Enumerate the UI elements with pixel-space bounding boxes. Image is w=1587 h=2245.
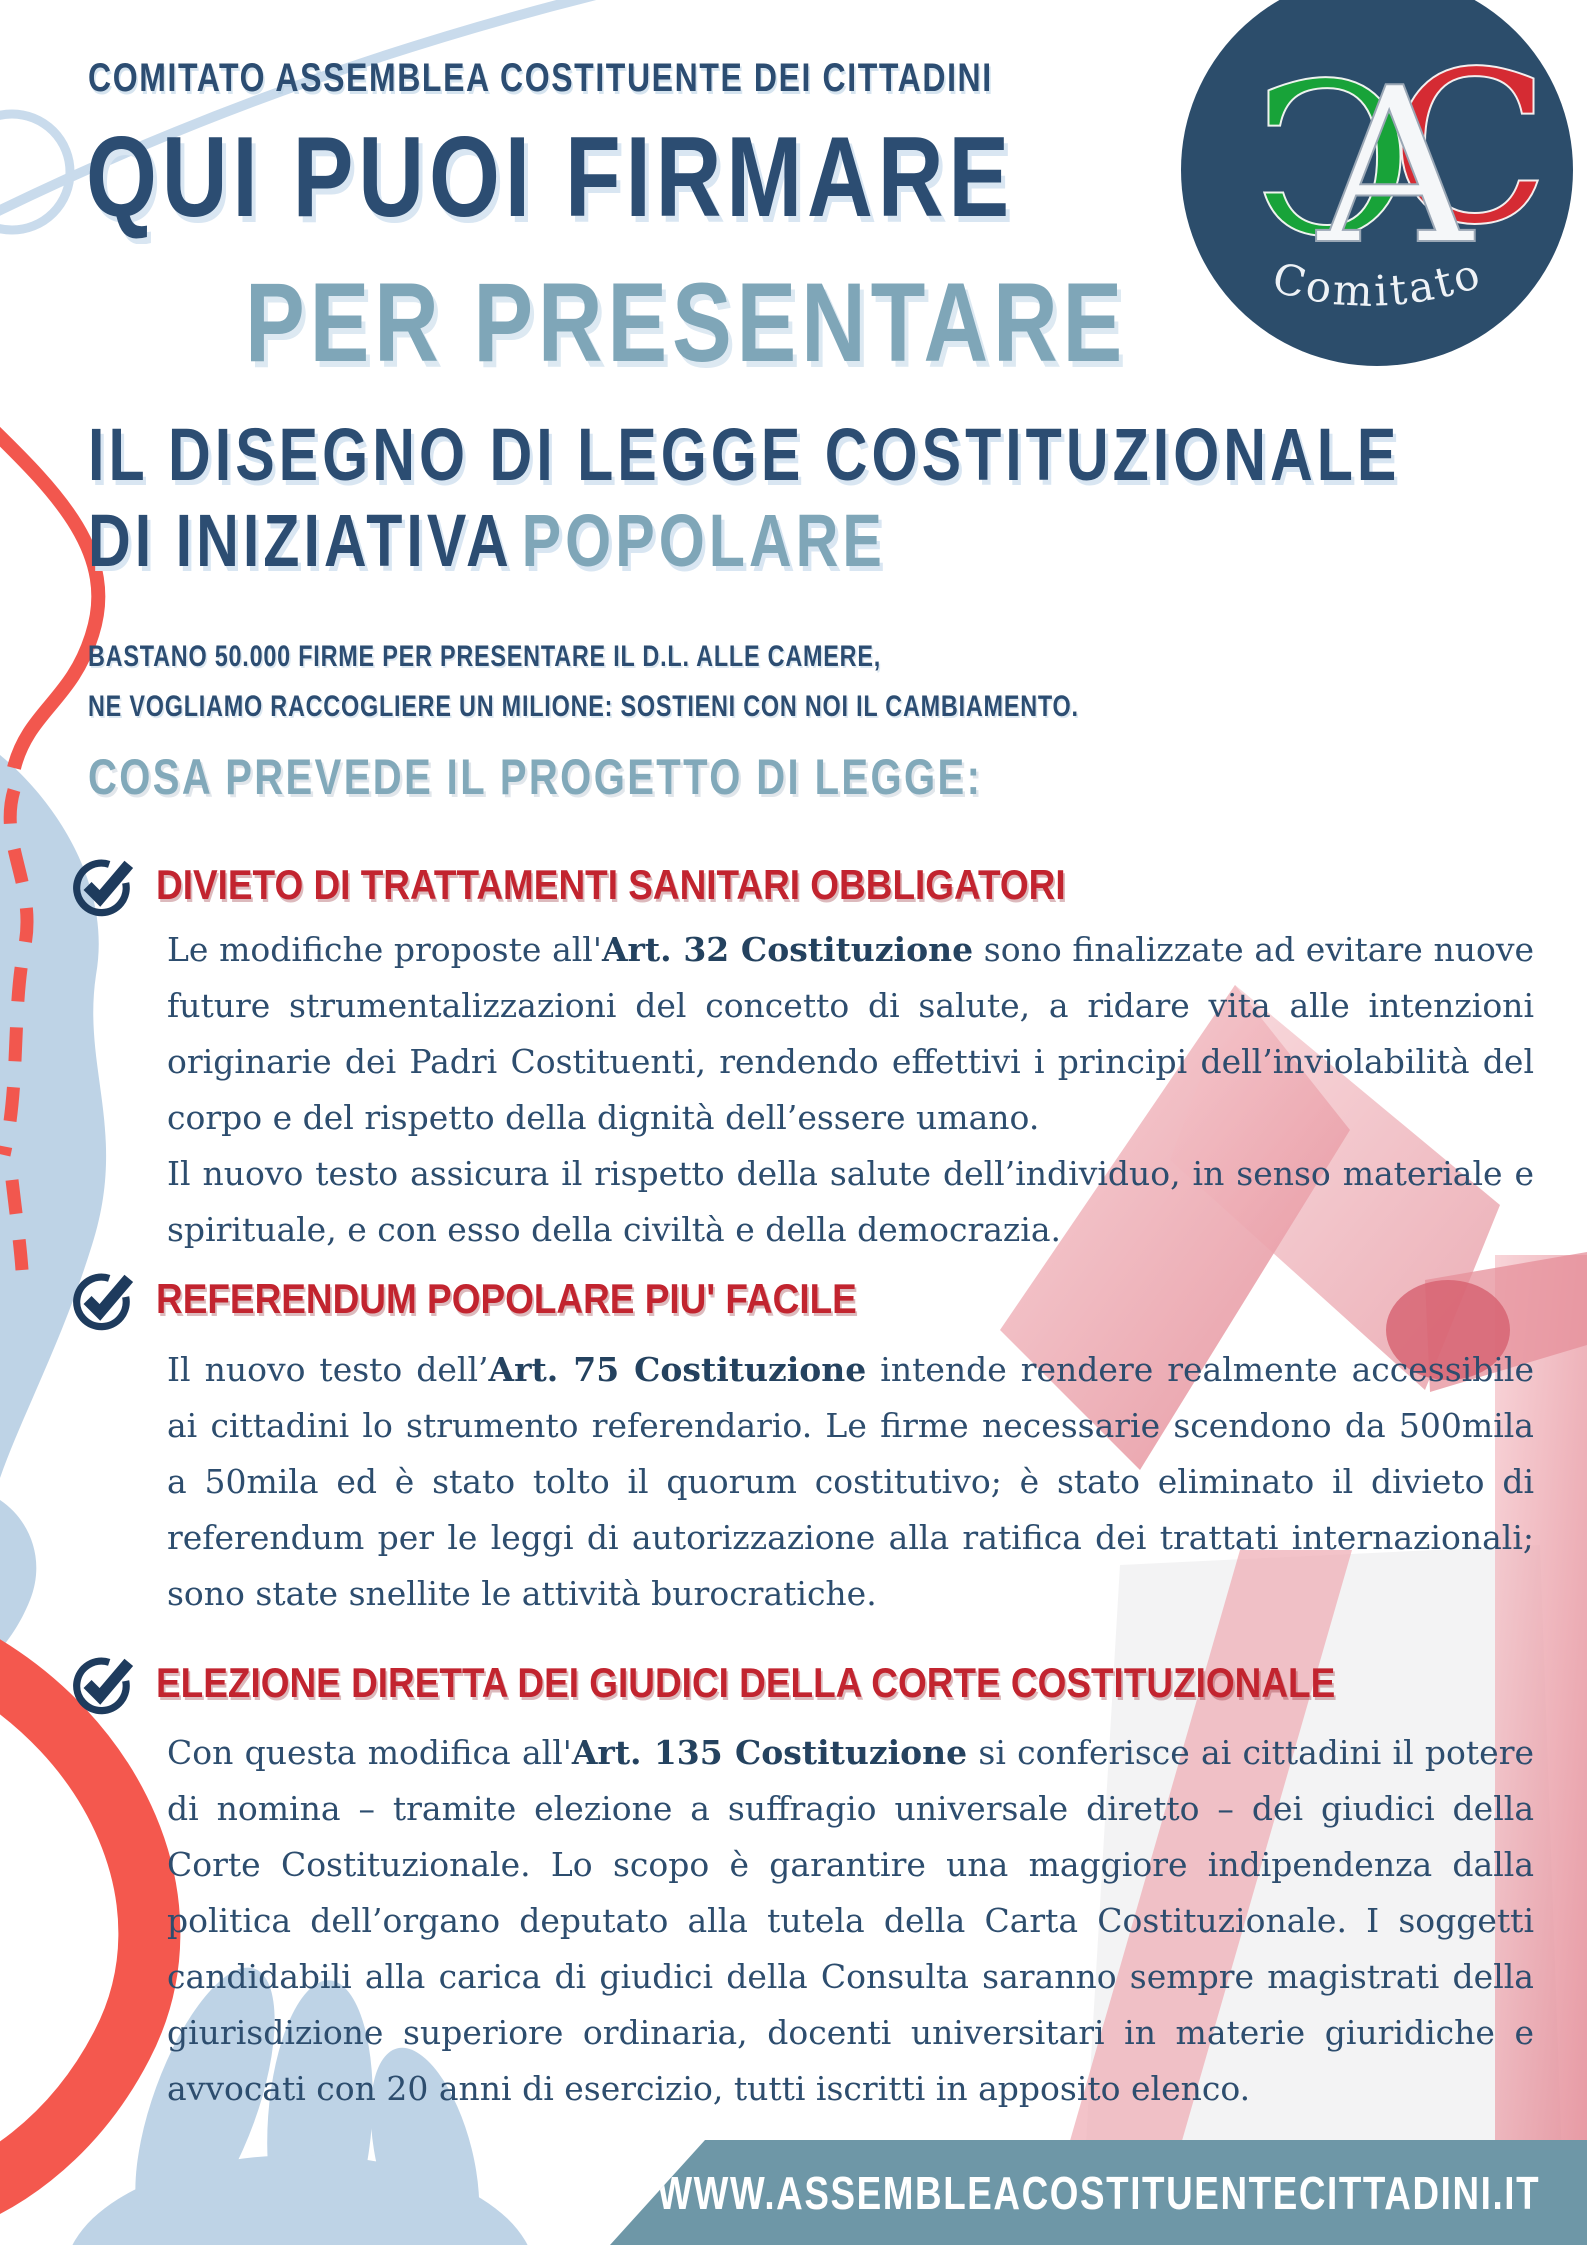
coral-loop-decoration: [0, 1639, 181, 2214]
section-3-heading-row: ELEZIONE DIRETTA DEI GIUDICI DELLA CORTE…: [70, 1650, 1496, 1716]
subtitle-line1: BASTANO 50.000 FIRME PER PRESENTARE IL D…: [88, 640, 882, 673]
main-title-line3: IL DISEGNO DI LEGGE COSTITUZIONALE: [88, 413, 1401, 496]
ribbon-giftbox-decoration: [1000, 985, 1587, 2245]
main-title-line4-light: POPOLARE: [521, 499, 886, 582]
article-reference: Art. 135 Costituzione: [571, 1733, 968, 1772]
check-icon: [73, 1273, 134, 1331]
blue-hand-decoration: [72, 1967, 528, 2245]
section-2-heading-row: REFERENDUM POPOLARE PIU' FACILE: [70, 1266, 952, 1332]
logo-letter-c-red: C: [1390, 26, 1551, 271]
section-1-paragraph-extra: Il nuovo testo assicura il rispetto dell…: [167, 1154, 1534, 1249]
article-reference: Art. 32 Costituzione: [601, 930, 974, 969]
check-icon: [73, 859, 134, 917]
main-title-line4: DI INIZIATIVA POPOLARE: [88, 498, 1085, 583]
logo-circle: [1181, 0, 1573, 366]
main-title-line4-dark: DI INIZIATIVA: [88, 499, 513, 582]
website-url: WWW.ASSEMBLEACOSTITUENTECITTADINI.IT: [657, 2166, 1540, 2219]
article-reference: Art. 75 Costituzione: [488, 1350, 867, 1389]
section-1-heading-row: DIVIETO DI TRATTAMENTI SANITARI OBBLIGAT…: [70, 852, 1190, 918]
subtitle: BASTANO 50.000 FIRME PER PRESENTARE IL D…: [88, 632, 1358, 732]
subtitle-line2: NE VOGLIAMO RACCOGLIERE UN MILIONE: SOST…: [88, 690, 1079, 723]
section-1-title: DIVIETO DI TRATTAMENTI SANITARI OBBLIGAT…: [156, 861, 1066, 908]
logo-letter-c-green: C: [1252, 38, 1413, 283]
comitato-logo: C C A Comitato: [1181, 0, 1573, 366]
logo-letter-a-white: A: [1315, 41, 1475, 292]
section-2-body: Il nuovo testo dell’Art. 75 Costituzione…: [167, 1342, 1534, 1622]
red-route-decoration: [0, 426, 106, 1271]
intro-heading: COSA PREVEDE IL PROGETTO DI LEGGE:: [88, 749, 983, 805]
check-icon: [73, 1657, 134, 1715]
section-3-paragraph: Con questa modifica all'Art. 135 Costitu…: [167, 1733, 1534, 2108]
section-3-title: ELEZIONE DIRETTA DEI GIUDICI DELLA CORTE…: [156, 1659, 1336, 1706]
section-3-body: Con questa modifica all'Art. 135 Costitu…: [167, 1725, 1534, 2117]
website-banner: WWW.ASSEMBLEACOSTITUENTECITTADINI.IT: [610, 2140, 1587, 2245]
main-title-line1: QUI PUOI FIRMARE: [86, 114, 1015, 241]
topleft-curve-decoration: [0, 0, 597, 235]
main-title-line2: PER PRESENTARE: [245, 260, 1128, 385]
section-2-title: REFERENDUM POPOLARE PIU' FACILE: [156, 1275, 857, 1322]
section-2-paragraph: Il nuovo testo dell’Art. 75 Costituzione…: [167, 1350, 1534, 1613]
organization-title: COMITATO ASSEMBLEA COSTITUENTE DEI CITTA…: [88, 56, 993, 100]
section-1-paragraph: Le modifiche proposte all'Art. 32 Costit…: [167, 930, 1534, 1137]
section-1-body: Le modifiche proposte all'Art. 32 Costit…: [167, 922, 1534, 1258]
